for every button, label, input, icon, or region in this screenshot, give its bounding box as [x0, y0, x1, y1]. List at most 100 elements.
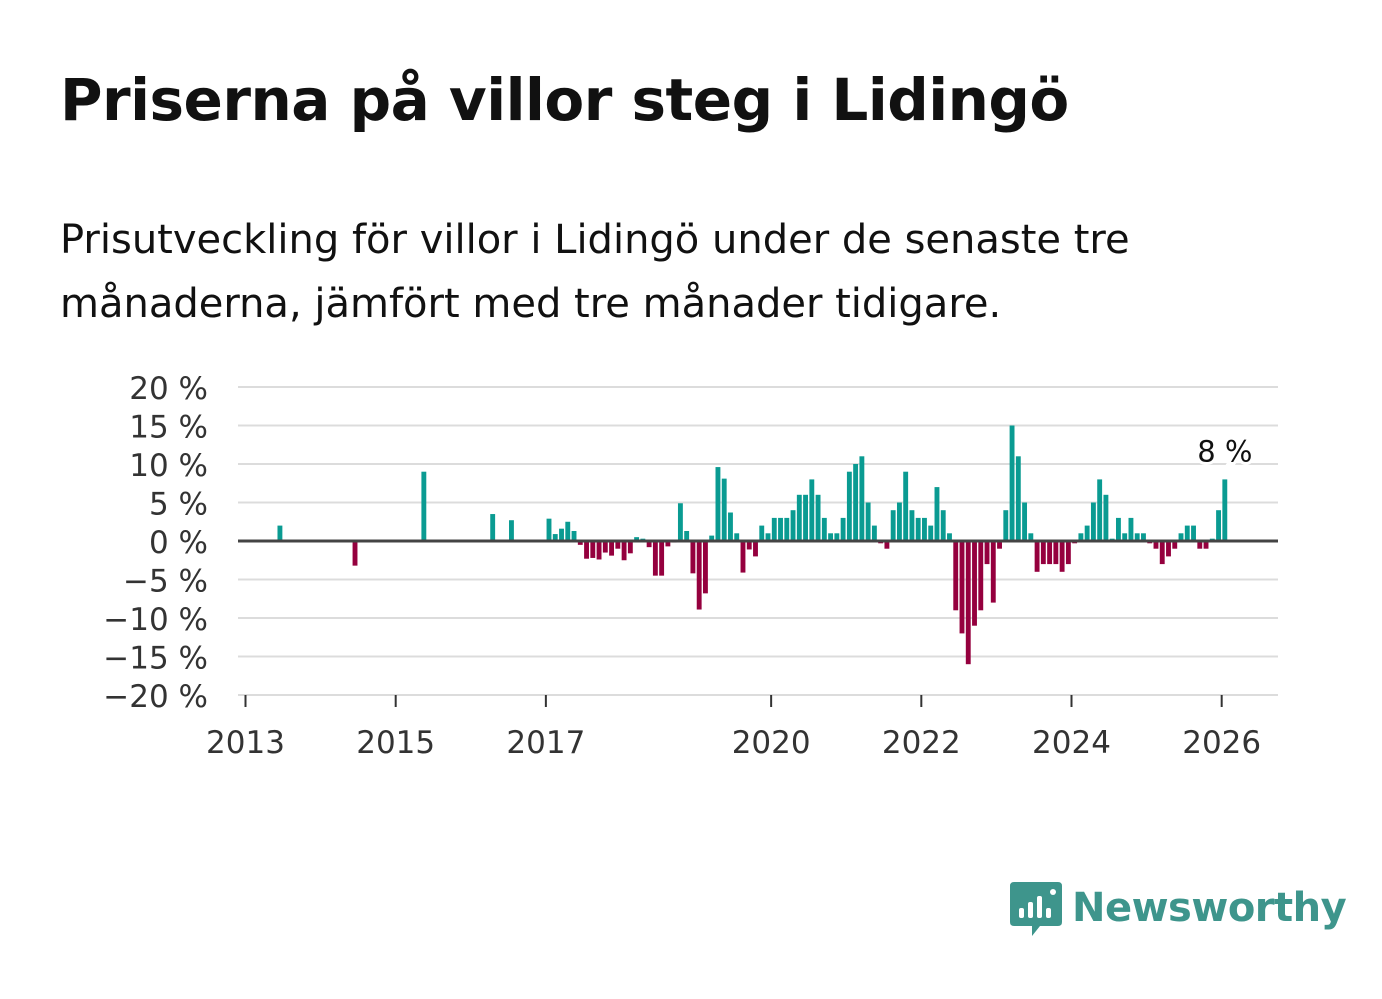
bar: [1003, 510, 1009, 541]
bar: [859, 456, 865, 541]
bar: [803, 494, 808, 541]
bar: [709, 535, 715, 541]
bar: [997, 541, 1002, 549]
bar: [1015, 456, 1021, 541]
bar: [972, 541, 977, 626]
bar: [728, 512, 733, 541]
bar-chart: 20 %15 %10 %5 %0 %−5 %−10 %−15 %−20 % 20…: [103, 371, 1278, 761]
bar: [790, 510, 796, 541]
bar: [665, 541, 671, 547]
bar: [840, 517, 846, 541]
bar: [1191, 525, 1196, 541]
bar: [809, 479, 815, 541]
bar: [627, 541, 633, 554]
bar: [984, 541, 990, 565]
bar: [821, 517, 827, 541]
bar: [753, 541, 758, 557]
y-axis-labels: 20 %15 %10 %5 %0 %−5 %−10 %−15 %−20 %: [103, 371, 208, 715]
bar: [696, 541, 702, 610]
bar: [584, 541, 589, 559]
bar: [915, 517, 921, 541]
bar: [922, 517, 927, 541]
bar: [928, 525, 934, 541]
bar: [1053, 541, 1059, 565]
bar: [615, 541, 621, 549]
bar: [890, 510, 896, 541]
bar: [1040, 541, 1046, 565]
bar: [1128, 517, 1134, 541]
bar: [978, 541, 984, 611]
bar: [784, 517, 790, 541]
y-tick-label: −5 %: [123, 564, 208, 600]
bar: [1159, 541, 1165, 565]
bar: [634, 537, 640, 541]
bar: [896, 502, 902, 541]
grid-lines: [238, 386, 1278, 696]
bar: [421, 471, 427, 541]
bar: [815, 494, 821, 541]
bar: [778, 517, 783, 541]
bar: [1216, 510, 1221, 541]
bar: [853, 464, 859, 541]
y-tick-label: −20 %: [103, 679, 208, 715]
x-tick-label: 2026: [1182, 725, 1261, 761]
x-axis: 2013 2015 2017 2020 2022 2024 2026: [206, 694, 1278, 761]
bar: [352, 541, 358, 566]
bar: [609, 541, 615, 556]
bar: [677, 503, 683, 541]
x-tick-label: 2017: [506, 725, 585, 761]
bar: [646, 541, 652, 548]
bar: [690, 541, 696, 574]
y-tick-label: 0 %: [149, 525, 208, 561]
bar: [590, 541, 596, 558]
bar: [1197, 541, 1203, 549]
bar: [740, 541, 746, 573]
bar: [659, 541, 665, 576]
bar: [721, 478, 727, 541]
chart-title: Priserna på villor steg i Lidingö: [60, 66, 1069, 134]
bar: [1034, 541, 1040, 572]
bar: [715, 467, 721, 541]
y-tick-label: 5 %: [149, 487, 208, 523]
x-tick-label: 2020: [732, 725, 811, 761]
bar: [1172, 541, 1178, 549]
bar: [884, 541, 890, 549]
last-value-annotation: 8 %: [1194, 431, 1255, 471]
bar: [1078, 533, 1084, 541]
bar: [1022, 502, 1028, 541]
bar: [509, 520, 514, 541]
bar: [1222, 479, 1228, 541]
bar: [828, 533, 834, 541]
brand-name: Newsworthy: [1072, 885, 1347, 931]
bar: [1097, 479, 1103, 541]
bar: [1115, 517, 1121, 541]
bar: [490, 514, 496, 541]
y-tick-label: −15 %: [103, 641, 208, 677]
bar: [734, 533, 740, 541]
y-tick-label: 20 %: [129, 371, 208, 407]
bar: [771, 517, 777, 541]
bar: [546, 518, 552, 541]
bar: [571, 530, 577, 541]
bar: [834, 533, 840, 541]
bar: [765, 533, 771, 541]
bar: [1009, 425, 1015, 541]
bar: [652, 541, 658, 576]
bar: [759, 525, 765, 541]
bar: [1153, 541, 1159, 549]
bar: [990, 541, 996, 603]
bar: [1103, 494, 1109, 541]
bar: [1184, 525, 1190, 541]
bar: [865, 502, 871, 541]
bar: [596, 541, 602, 560]
bar: [602, 541, 608, 553]
bar: [1203, 541, 1209, 549]
bars: [277, 425, 1228, 665]
bar: [934, 487, 940, 541]
bar: [1047, 541, 1053, 565]
bar: [959, 541, 965, 634]
y-tick-label: −10 %: [103, 602, 208, 638]
bar: [1084, 525, 1090, 541]
bar: [746, 541, 752, 550]
last-value-label: 8 %: [1197, 434, 1252, 468]
